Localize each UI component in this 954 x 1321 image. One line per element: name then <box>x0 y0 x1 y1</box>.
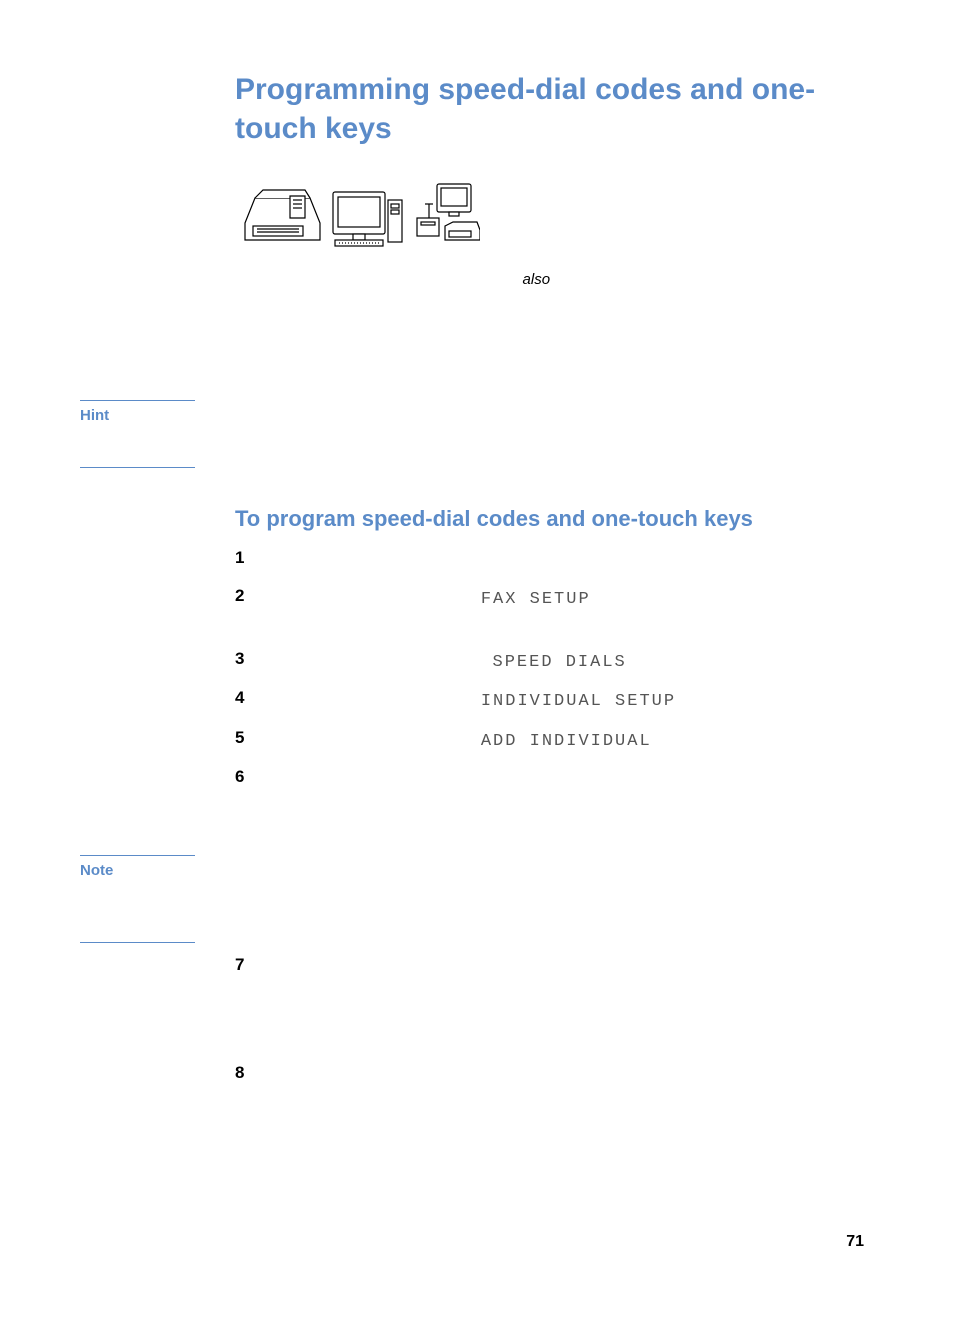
step-number: 8 <box>235 1063 265 1083</box>
step-text: xxxxxx xxxxxxxx xxxxx xxxxxxxx SPEED DIA… <box>265 649 875 676</box>
step-row: 8 xxxxx xxxxx xxxxxxxx xxxxxx xxxxxxxx x… <box>235 1063 875 1135</box>
step-text: xxxxxxxxxxxxxxxxxxxx <box>265 548 875 572</box>
note-margin: Note <box>80 855 210 943</box>
hint-margin: Hint <box>80 400 210 468</box>
note-label: Note <box>80 862 113 879</box>
step-row: 6 xxxxx xxxxxxxx xxxxxxxx xxxxx xxxxxxxx… <box>235 767 875 839</box>
step-row: 5 xxxxxxxxxxxxxxxxx xxxxxx xxx ADD INDIV… <box>235 728 875 755</box>
page-container: Programming speed-dial codes and one-tou… <box>0 0 954 1321</box>
network-printer-icon <box>417 184 480 240</box>
step-number: 7 <box>235 955 265 975</box>
step-text: xxxxxxxxxxxxxxxxx xxxxxx xxx INDIVIDUAL … <box>265 688 875 715</box>
hint-body: xxxxxxxx xxxxxxxx xxxxxxx xxxxxxx xxxxxx… <box>235 418 875 466</box>
step6-italic-word: also <box>507 794 535 811</box>
step-number: 5 <box>235 728 265 748</box>
step-text: xxxxxx xxxxxxxx xxxxx xxxxxxx FAX SETUP … <box>265 586 875 637</box>
step-text: xxxxxxxxxxxxxxxxx xxxxxx xxx ADD INDIVID… <box>265 728 875 755</box>
step-number: 3 <box>235 649 265 669</box>
procedure-title: To program speed-dial codes and one-touc… <box>235 506 875 532</box>
step-row: 1 xxxxxxxxxxxxxxxxxxxx <box>235 548 875 574</box>
step-text: xxxxx xxxxx xxxxxxxx xxxxxx xxxxxxxx xxx… <box>265 1063 875 1135</box>
printer-icon <box>245 190 320 240</box>
step-row: 7 xxxxx xxxxxxx xxxxxxxx xxxxxx xxxxxx x… <box>235 955 875 1051</box>
lcd-text: ADD INDIVIDUAL <box>481 732 652 751</box>
main-title: Programming speed-dial codes and one-tou… <box>235 70 875 148</box>
intro-italic-word: also <box>523 271 551 288</box>
page-number: 71 <box>846 1233 864 1251</box>
device-illustration <box>235 178 875 253</box>
content-column: Programming speed-dial codes and one-tou… <box>235 70 875 1135</box>
note-box: Note <box>80 855 195 943</box>
step-list-continued: 7 xxxxx xxxxxxx xxxxxxxx xxxxxx xxxxxx x… <box>235 955 875 1135</box>
step-row: 4 xxxxxxxxxxxxxxxxx xxxxxx xxx INDIVIDUA… <box>235 688 875 715</box>
step-number: 6 <box>235 767 265 787</box>
step-list: 1 xxxxxxxxxxxxxxxxxxxx 2 xxxxxx xxxxxxxx… <box>235 548 875 839</box>
step-number: 2 <box>235 586 265 606</box>
intro-paragraph: xxxxx xxxxxx xxxxxxxx xx xxxxxxxx xxxxxx… <box>235 268 875 388</box>
step-number: 4 <box>235 688 265 708</box>
note-body: xxxxxxx xxxxxxxx xxxxxx xxxxxxxx xxxxxxx… <box>265 861 875 933</box>
step-row: 2 xxxxxx xxxxxxxx xxxxx xxxxxxx FAX SETU… <box>235 586 875 637</box>
desktop-computer-icon <box>333 192 402 246</box>
lcd-text: SPEED DIALS <box>493 653 627 672</box>
hint-box: Hint <box>80 400 195 468</box>
step-text: xxxxx xxxxxxx xxxxxxxx xxxxxx xxxxxx xxx… <box>265 955 875 1051</box>
step-number: 1 <box>235 548 265 568</box>
step-text: xxxxx xxxxxxxx xxxxxxxx xxxxx xxxxxxxx x… <box>265 767 875 839</box>
step-row: 3 xxxxxx xxxxxxxx xxxxx xxxxxxxx SPEED D… <box>235 649 875 676</box>
lcd-text: INDIVIDUAL SETUP <box>481 692 676 711</box>
hint-label: Hint <box>80 407 109 424</box>
lcd-text: FAX SETUP <box>481 590 591 609</box>
